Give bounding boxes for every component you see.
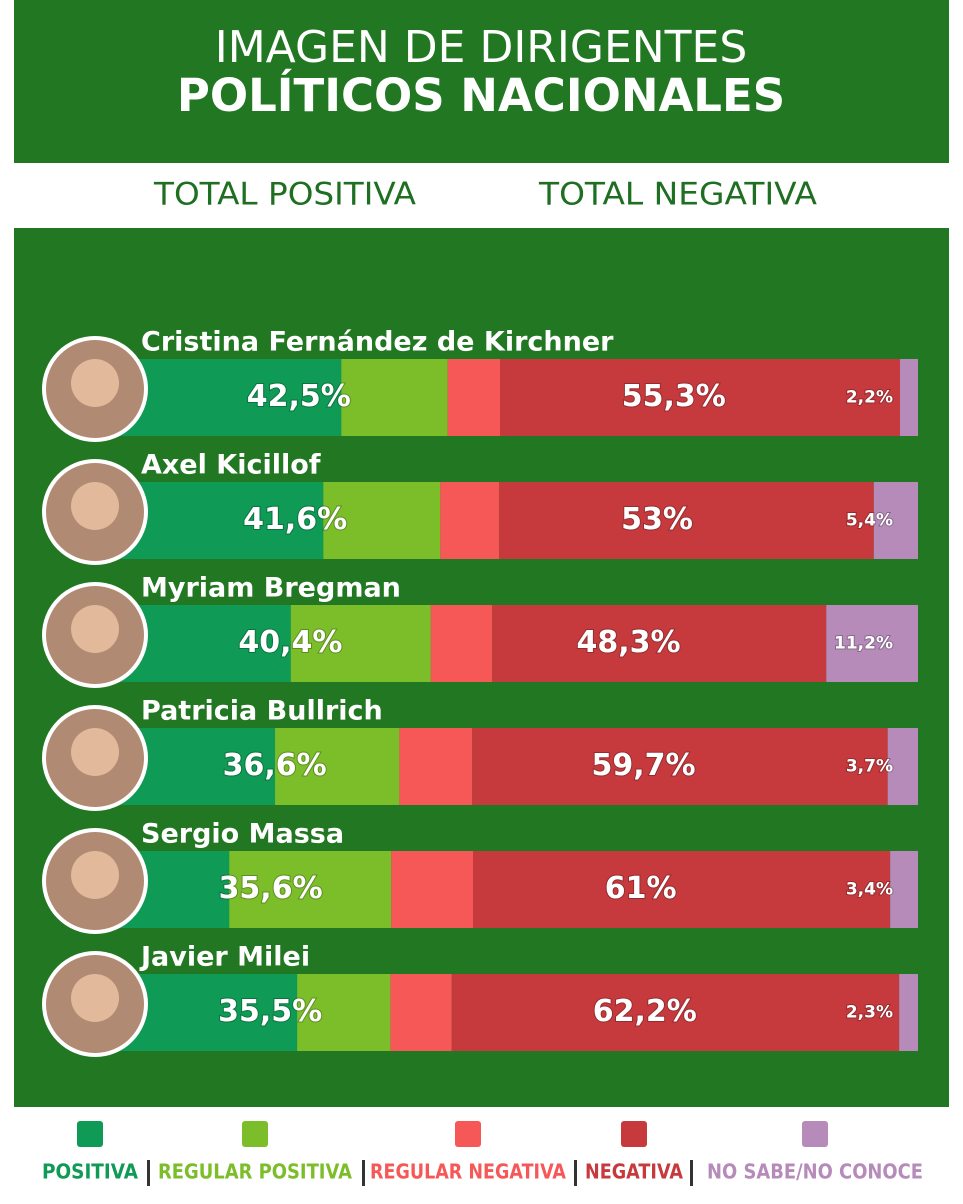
photo-head bbox=[71, 851, 119, 899]
no-sabe-label: 2,2% bbox=[846, 388, 893, 408]
total-negative-label: 59,7% bbox=[592, 748, 696, 783]
total-positive-label: 42,5% bbox=[247, 379, 351, 414]
chart-title: IMAGEN DE DIRIGENTES bbox=[215, 22, 748, 73]
bar-segment bbox=[472, 728, 888, 805]
bar-segment bbox=[451, 974, 900, 1051]
legend-swatch bbox=[455, 1121, 481, 1147]
total-negative-label: 62,2% bbox=[593, 994, 697, 1029]
bar-segment bbox=[229, 851, 392, 928]
no-sabe-label: 2,3% bbox=[846, 1003, 893, 1023]
legend-swatch bbox=[77, 1121, 103, 1147]
total-positive-label: 35,5% bbox=[218, 994, 322, 1029]
bar-segment bbox=[323, 482, 441, 559]
bar-segment bbox=[499, 482, 874, 559]
legend-label: REGULAR NEGATIVA bbox=[370, 1160, 566, 1184]
total-positive-label: 40,4% bbox=[238, 625, 342, 660]
no-sabe-label: 3,7% bbox=[846, 757, 893, 777]
header-band bbox=[14, 163, 949, 228]
bar-segment bbox=[447, 359, 501, 436]
no-sabe-label: 5,4% bbox=[846, 511, 893, 531]
bar-segment bbox=[440, 482, 500, 559]
row-label: Myriam Bregman bbox=[141, 573, 401, 604]
bar-segment bbox=[899, 974, 918, 1051]
total-negative-label: 48,3% bbox=[577, 625, 681, 660]
legend-swatch bbox=[621, 1121, 647, 1147]
legend-label: NO SABE/NO CONOCE bbox=[707, 1160, 923, 1184]
bar-segment bbox=[890, 851, 918, 928]
row-label: Patricia Bullrich bbox=[141, 696, 383, 727]
bar-segment bbox=[900, 359, 918, 436]
bar-segment bbox=[826, 605, 918, 682]
legend-label: REGULAR POSITIVA bbox=[158, 1160, 352, 1184]
header: TOTAL NEGATIVA bbox=[538, 177, 817, 213]
no-sabe-label: 3,4% bbox=[846, 880, 893, 900]
total-negative-label: 55,3% bbox=[622, 379, 726, 414]
bar-segment bbox=[297, 974, 391, 1051]
legend-swatch bbox=[802, 1121, 828, 1147]
total-negative-label: 53% bbox=[621, 502, 693, 537]
bar-segment bbox=[290, 605, 431, 682]
bar-segment bbox=[887, 728, 918, 805]
row-label: Javier Milei bbox=[139, 942, 310, 973]
legend-separator bbox=[690, 1160, 693, 1186]
total-positive-label: 41,6% bbox=[243, 502, 347, 537]
bar-segment bbox=[275, 728, 400, 805]
bar-segment bbox=[430, 605, 493, 682]
bar-segment bbox=[341, 359, 448, 436]
row-label: Cristina Fernández de Kirchner bbox=[141, 327, 614, 358]
bar-segment bbox=[492, 605, 827, 682]
bar-segment bbox=[391, 851, 474, 928]
bar-segment bbox=[873, 482, 918, 559]
row-label: Sergio Massa bbox=[141, 819, 344, 850]
bar-segment bbox=[473, 851, 891, 928]
bar-segment bbox=[390, 974, 452, 1051]
legend-label: POSITIVA bbox=[42, 1160, 138, 1184]
photo-head bbox=[71, 728, 119, 776]
total-negative-label: 61% bbox=[605, 871, 677, 906]
photo-head bbox=[71, 359, 119, 407]
row-label: Axel Kicillof bbox=[141, 450, 321, 481]
photo-head bbox=[71, 482, 119, 530]
bar-segment bbox=[399, 728, 473, 805]
header: TOTAL POSITIVA bbox=[153, 177, 416, 213]
legend-swatch bbox=[242, 1121, 268, 1147]
legend-separator bbox=[147, 1160, 150, 1186]
legend-separator bbox=[574, 1160, 577, 1186]
total-positive-label: 36,6% bbox=[223, 748, 327, 783]
photo-head bbox=[71, 974, 119, 1022]
no-sabe-label: 11,2% bbox=[834, 634, 893, 654]
photo-head bbox=[71, 605, 119, 653]
bar-segment bbox=[500, 359, 901, 436]
legend-label: NEGATIVA bbox=[585, 1160, 683, 1184]
chart-subtitle: POLÍTICOS NACIONALES bbox=[177, 69, 785, 122]
legend-separator bbox=[362, 1160, 365, 1186]
total-positive-label: 35,6% bbox=[219, 871, 323, 906]
